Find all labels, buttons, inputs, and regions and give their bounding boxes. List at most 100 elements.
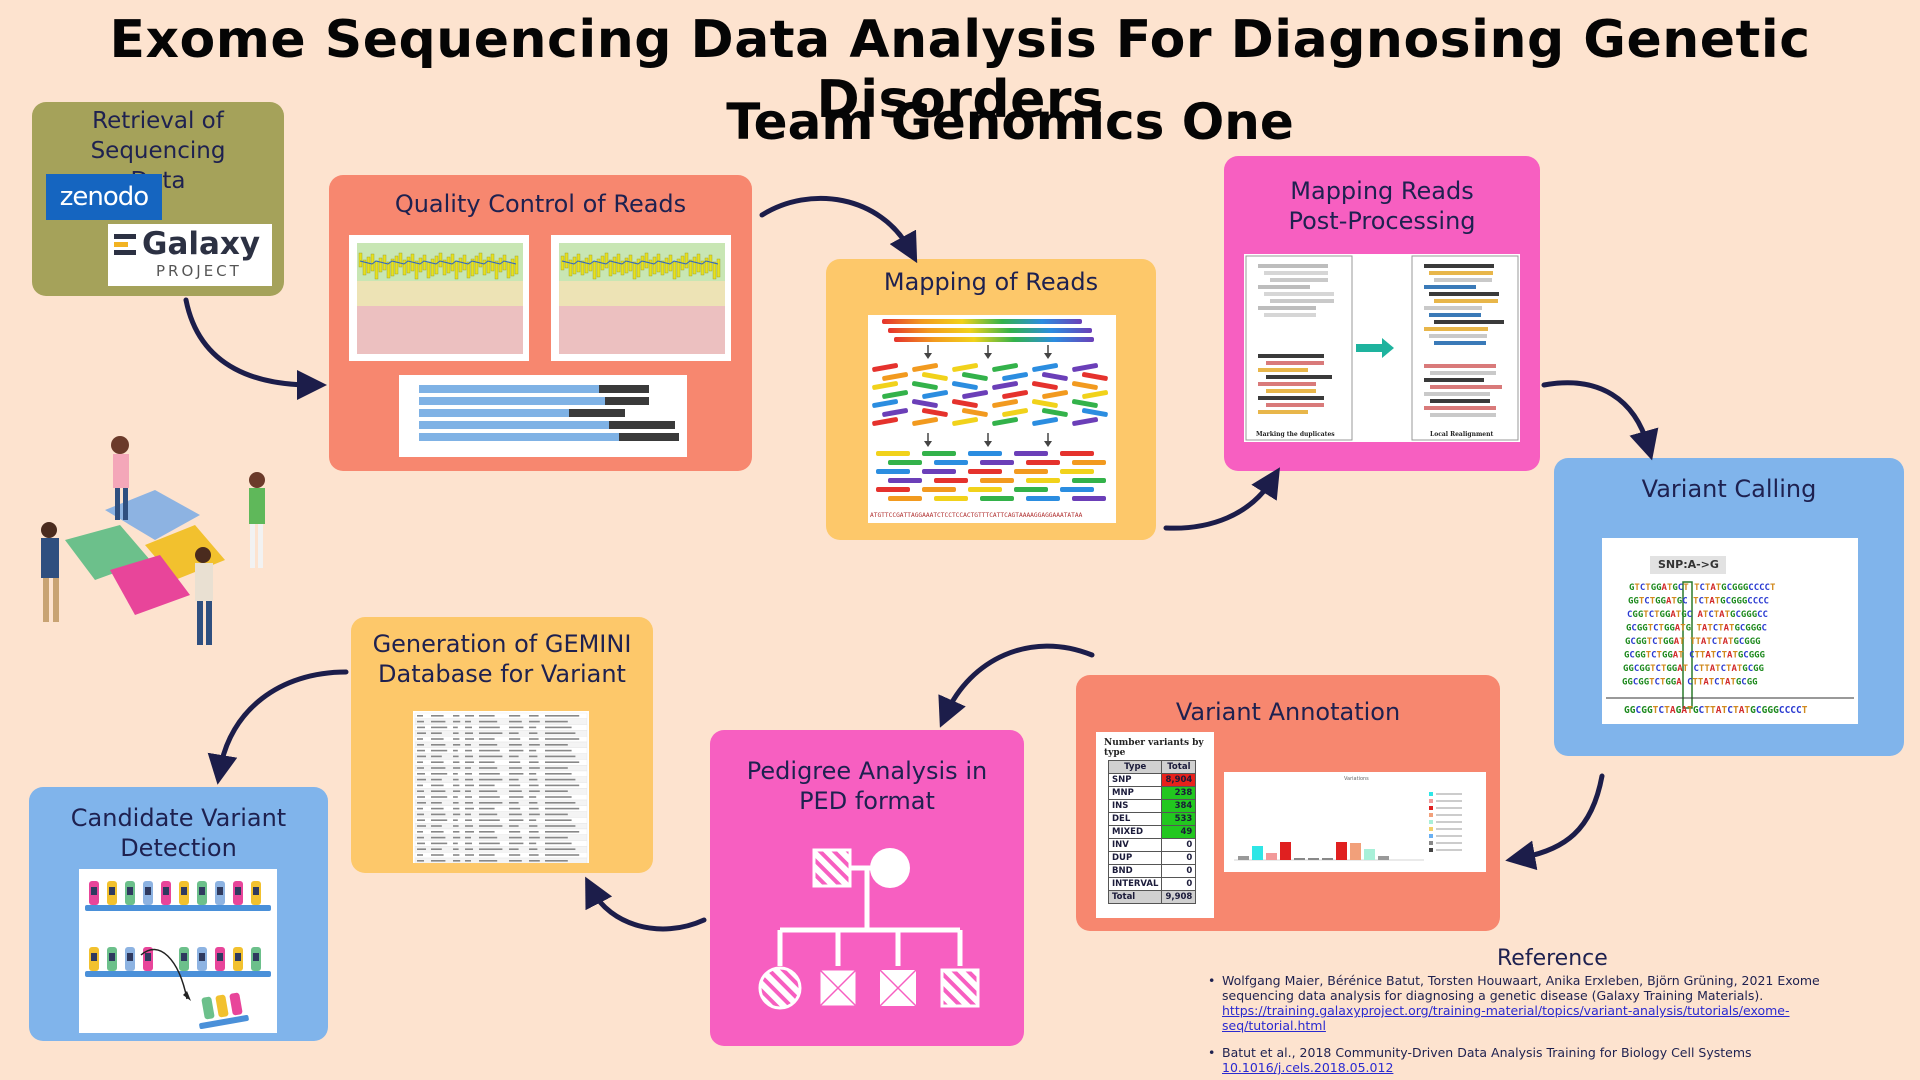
variant-total-cell: 384 [1161, 799, 1197, 813]
gemini-database-table [413, 711, 589, 863]
read-fragment [911, 381, 938, 390]
read-fragment [951, 399, 978, 408]
boxplot-box [434, 255, 439, 275]
boxplot-box [604, 252, 609, 269]
aligned-read [968, 451, 1002, 456]
boxplot-box [426, 261, 431, 279]
galaxy-logo-text: Galaxy [142, 226, 261, 262]
variant-total-cell: 238 [1161, 786, 1197, 800]
reference-link[interactable]: https://training.galaxyproject.org/train… [1222, 1003, 1790, 1033]
boxplot-box [628, 254, 633, 272]
aligned-read-sequence: GGCGGTCTGGAT CTTATCTATGCGG [1623, 664, 1764, 674]
read-fragment [1041, 372, 1068, 381]
boxplot-box [486, 256, 491, 274]
boxplot-box [366, 256, 371, 274]
read-fragment [921, 408, 948, 417]
aligned-read [1072, 496, 1106, 501]
mapping-sequence: ATGTTCCGATTAGGAAATCTCCTCCACTGTTTCATTCAGT… [870, 512, 1083, 519]
boxplot-box [454, 260, 459, 280]
boxplot-box [608, 259, 613, 277]
poster-title: Exome Sequencing Data Analysis For Diagn… [109, 10, 1811, 130]
variant-type-cell: INS [1107, 799, 1163, 813]
reference-link[interactable]: 10.1016/j.cels.2018.05.012 [1222, 1060, 1394, 1075]
boxplot-box [636, 258, 641, 278]
snp-label: SNP:A->G [1650, 556, 1726, 574]
read-fragment [1031, 381, 1058, 390]
variant-table-title: Number variants by type [1104, 738, 1204, 758]
boxplot-box [442, 259, 447, 276]
quality-status-bars [399, 375, 687, 457]
arrow-mapping-to-postproc [1163, 467, 1280, 531]
arrow-pedigree-to-gemini [585, 876, 707, 932]
boxplot-box [478, 252, 483, 268]
reference-sequence: GGCGGTCTAGATGCTTATCTATGCGGGCCCCT [1624, 705, 1808, 716]
reference-text: Batut et al., 2018 Community-Driven Data… [1222, 1045, 1752, 1060]
aligned-read [1026, 460, 1060, 465]
read-fragment [872, 381, 899, 390]
read-fragment [882, 372, 909, 381]
aligned-read [888, 460, 922, 465]
boxplot-box [644, 252, 649, 269]
read-fragment [992, 363, 1019, 372]
variant-type-cell: MIXED [1107, 825, 1163, 839]
read-fragment [1042, 390, 1069, 399]
aligned-read [1014, 451, 1048, 456]
variant-type-cell: Total [1107, 890, 1163, 904]
aligned-read [1014, 469, 1048, 474]
aligned-read [876, 469, 910, 474]
boxplot-box [514, 255, 519, 275]
candidate-nucleotide [229, 992, 243, 1016]
read-fragment [1081, 408, 1108, 417]
galaxy-logo-sub: PROJECT [156, 262, 242, 280]
boxplot-box [708, 254, 713, 272]
post-processing-card: Mapping Reads Post-Processing Marking th… [1224, 156, 1540, 471]
boxplot-box [430, 258, 435, 277]
aligned-read [980, 460, 1014, 465]
reference-item: Batut et al., 2018 Community-Driven Data… [1208, 1045, 1888, 1075]
aligned-read-sequence: GCGGTCTGGAT CTTATCTATGCGGG [1624, 651, 1765, 661]
variant-table-row: INS 384 [1107, 799, 1197, 813]
read-fragment [952, 417, 979, 426]
boxplot-box [632, 261, 637, 280]
variant-table-row: INTERVAL 0 [1107, 877, 1197, 891]
boxplot-box [656, 253, 661, 273]
aligned-read [1014, 487, 1048, 492]
read-fragment [1072, 417, 1099, 426]
boxplot-box [458, 257, 463, 273]
read-fragment [992, 381, 1019, 390]
read-fragment [911, 399, 938, 408]
aligned-read [1072, 478, 1106, 483]
boxplot-box [422, 254, 427, 271]
aligned-read [934, 478, 968, 483]
galaxy-logo: Galaxy PROJECT [108, 224, 272, 286]
post-processing-diagram: Marking the duplicates Local Realignment [1244, 254, 1520, 442]
aligned-read [888, 478, 922, 483]
aligned-read [934, 460, 968, 465]
boxplot-box [660, 260, 665, 276]
candidate-diagram [79, 869, 277, 1033]
read-fragment [961, 372, 988, 381]
aligned-read [922, 451, 956, 456]
variant-total-cell: 0 [1161, 864, 1197, 878]
variant-type-cell: SNP [1107, 773, 1163, 787]
child-1-affected [758, 966, 802, 1010]
variant-calling-title: Variant Calling [1641, 475, 1817, 503]
variation-bar [1378, 856, 1389, 860]
variant-table-row: DEL 533 [1107, 812, 1197, 826]
boxplot-box [378, 257, 383, 273]
boxplot-box [482, 259, 487, 276]
boxplot-box [624, 257, 629, 274]
candidate-nucleotide [215, 994, 229, 1018]
boxplot-box [502, 254, 507, 271]
variant-total-cell: 9,908 [1161, 890, 1197, 904]
variation-bar-chart: Variations [1224, 772, 1486, 872]
variation-bar [1308, 858, 1319, 860]
boxplot-box [688, 259, 693, 277]
variation-bar [1336, 842, 1347, 860]
variant-total-cell: 0 [1161, 838, 1197, 852]
boxplot-box [612, 256, 617, 275]
poster-subtitle: Team Genomics One [726, 93, 1294, 151]
boxplot-box [712, 261, 717, 280]
read-fragment [1071, 399, 1098, 408]
variant-table: Type Total SNP 8,904 MNP 238 INS 384 DEL 533 MIX… [1107, 760, 1197, 904]
